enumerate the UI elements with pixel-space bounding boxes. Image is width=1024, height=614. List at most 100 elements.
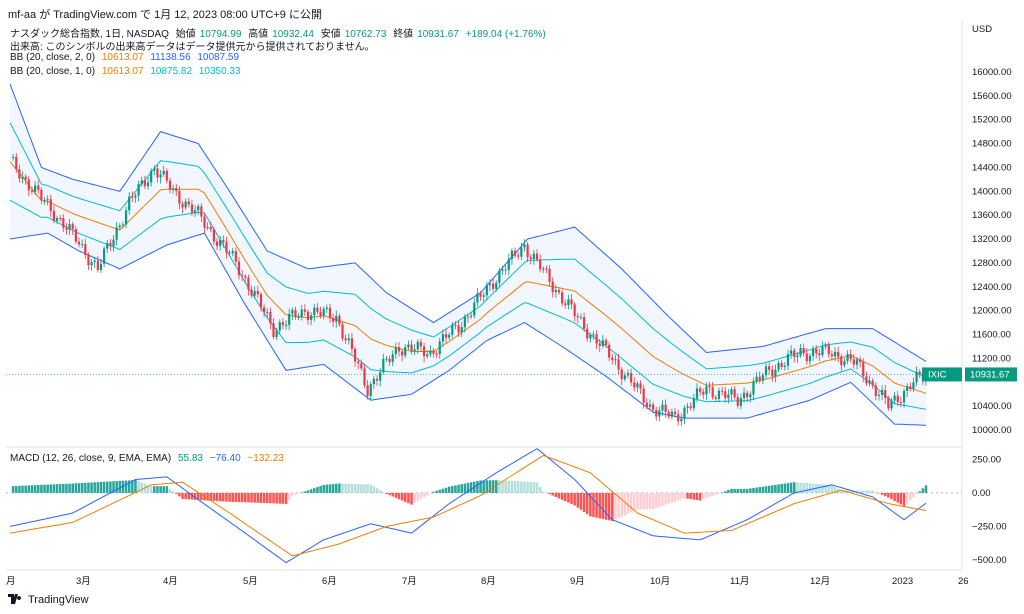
macd-hist-bar [774, 484, 777, 493]
time-tick-label: 3月 [76, 576, 91, 587]
candle-body [695, 388, 699, 399]
macd-hist-bar [385, 492, 388, 494]
candle-body [793, 350, 796, 357]
macd-hist-bar [175, 492, 178, 494]
macd-tick-label: −250.00 [972, 521, 1007, 532]
macd-hist-bar [758, 487, 761, 493]
candle-body [87, 254, 90, 266]
candle-body [485, 285, 488, 296]
macd-hist-bar [171, 491, 175, 493]
open-value: 10794.99 [199, 29, 242, 40]
low-label: 安値 [320, 29, 341, 40]
candle-body [639, 383, 642, 389]
macd-hist-bar [36, 484, 40, 493]
macd-hist-bar [265, 492, 269, 504]
macd-hist-bar [404, 492, 407, 502]
legend-bb2[interactable]: BB (20, close, 1, 0) 10613.07 10875.82 1… [10, 66, 245, 77]
macd-hist-bar [190, 492, 194, 500]
macd-hist-bar [256, 492, 260, 503]
candle-body [410, 344, 413, 352]
footer-brand[interactable]: TradingView [8, 594, 89, 606]
macd-hist-bar [629, 492, 633, 513]
macd-tick-label: −500.00 [972, 555, 1007, 566]
candle-body [372, 378, 375, 385]
candle-body [837, 351, 840, 357]
candle-body [131, 196, 134, 198]
candle-body [579, 317, 583, 319]
candle-body [363, 368, 366, 386]
candle-body [200, 206, 203, 217]
macd-hist-bar [686, 492, 689, 499]
candle-body [419, 341, 423, 347]
price-tick-label: 11600.00 [972, 330, 1011, 341]
time-tick-label: 9月 [570, 576, 585, 587]
candle-body [501, 269, 504, 271]
candle-body [68, 224, 71, 230]
candle-body [736, 397, 739, 406]
macd-hist-bar [667, 492, 671, 504]
macd-hist-bar [11, 486, 15, 493]
macd-hist-bar [921, 488, 925, 493]
macd-hist-bar [87, 482, 90, 493]
macd-histogram [11, 480, 928, 522]
volume-notice: 出来高: このシンボルの出来高データはデータ提供元から提供されておりません。 [10, 38, 379, 53]
candle-body [604, 340, 608, 345]
macd-hist-bar [162, 486, 165, 493]
candle-body [366, 385, 369, 396]
macd-hist-bar [673, 492, 677, 502]
macd-hist-bar [146, 484, 150, 493]
candle-body [118, 225, 121, 228]
legend-bb1[interactable]: BB (20, close, 2, 0) 10613.07 11138.56 1… [10, 52, 243, 63]
bb1-label: BB (20, close, 2, 0) [10, 52, 96, 63]
macd-hist-bar [520, 481, 523, 493]
candle-body [15, 156, 18, 170]
candle-body [699, 388, 702, 392]
candle-body [65, 227, 68, 230]
macd-hist-bar [131, 480, 134, 493]
candle-body [868, 380, 871, 384]
macd-hist-bar [149, 486, 153, 493]
chart-svg[interactable]: USD 16000.00 15600.00 15200.00 14800.00 14400… [0, 20, 1024, 594]
candle-body [313, 307, 316, 316]
time-tick-label: 月 [6, 576, 16, 587]
candle-body [441, 334, 445, 342]
candle-body [231, 251, 234, 254]
candle-body [272, 323, 275, 338]
macd-hist-bar [648, 492, 652, 510]
macd-hist-bar [391, 492, 394, 497]
macd-hist-bar [457, 484, 460, 493]
symbol-tag-bg [922, 367, 962, 382]
candle-body [178, 191, 181, 204]
macd-hist-bar [567, 492, 570, 503]
macd-hist-bar [551, 492, 554, 496]
bb2-label: BB (20, close, 1, 0) [10, 66, 96, 77]
price-tick-label: 12800.00 [972, 258, 1012, 269]
candle-body [899, 402, 903, 404]
macd-hist-bar [824, 484, 827, 493]
publisher-name[interactable]: mf-aa [8, 9, 37, 21]
macd-hist-bar [516, 481, 520, 493]
candle-body [275, 330, 278, 338]
macd-hist-bar [607, 492, 611, 521]
macd-line [9, 448, 927, 564]
macd-hist-bar [695, 492, 699, 501]
macd-hist-bar [510, 480, 514, 493]
macd-hist-bar [21, 485, 24, 493]
candle-body [764, 366, 768, 376]
candle-body [325, 307, 328, 309]
symbol-title[interactable]: ナスダック総合指数, 1日, NASDAQ [10, 29, 169, 40]
candle-body [391, 354, 394, 362]
candle-body [234, 251, 237, 262]
legend-macd[interactable]: MACD (12, 26, close, 9, EMA, EMA) 55.83 … [10, 453, 288, 464]
candle-body [74, 229, 77, 242]
macd-hist-bar [353, 483, 357, 493]
macd-hist-bar [196, 492, 200, 501]
macd-hist-bar [560, 492, 564, 500]
macd-hist-bar [294, 492, 297, 495]
macd-hist-bar [579, 492, 583, 510]
macd-hist-bar [96, 482, 100, 493]
macd-hist-bar [297, 492, 300, 494]
candle-body [880, 390, 884, 395]
candle-body [774, 369, 777, 377]
candle-body [115, 227, 118, 240]
